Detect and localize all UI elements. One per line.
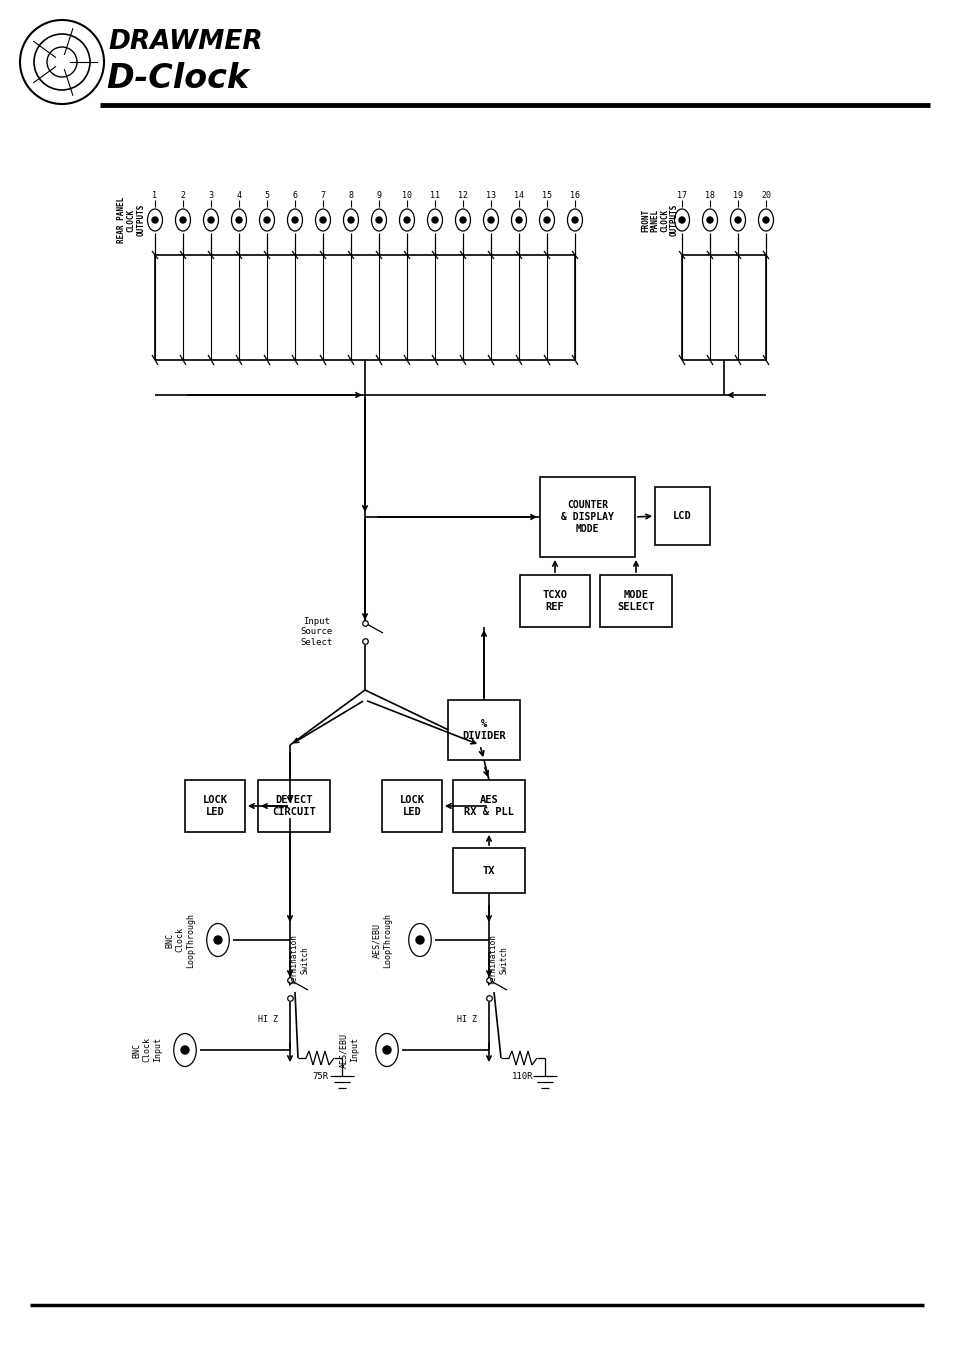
Text: 12: 12 bbox=[457, 190, 468, 200]
Bar bbox=[257, 780, 330, 832]
Text: DETECT
CIRCUIT: DETECT CIRCUIT bbox=[272, 794, 315, 817]
Circle shape bbox=[403, 218, 410, 223]
Text: 18: 18 bbox=[704, 190, 714, 200]
Circle shape bbox=[181, 1046, 189, 1054]
Text: 6: 6 bbox=[293, 190, 297, 200]
Bar bbox=[448, 700, 519, 761]
Text: 8: 8 bbox=[348, 190, 354, 200]
Bar bbox=[453, 848, 524, 893]
Circle shape bbox=[152, 218, 158, 223]
Text: LOCK
LED: LOCK LED bbox=[202, 794, 227, 817]
Text: 2: 2 bbox=[180, 190, 185, 200]
Circle shape bbox=[292, 218, 297, 223]
Text: BNC
Clock
Input: BNC Clock Input bbox=[132, 1038, 162, 1062]
Circle shape bbox=[208, 218, 213, 223]
Text: 15: 15 bbox=[541, 190, 552, 200]
Circle shape bbox=[432, 218, 437, 223]
Circle shape bbox=[572, 218, 578, 223]
Bar bbox=[519, 576, 589, 627]
Circle shape bbox=[459, 218, 465, 223]
Circle shape bbox=[488, 218, 494, 223]
Text: HI Z: HI Z bbox=[257, 1016, 277, 1024]
Text: 13: 13 bbox=[485, 190, 496, 200]
Text: 9: 9 bbox=[376, 190, 381, 200]
Text: 4: 4 bbox=[236, 190, 241, 200]
Text: COUNTER
& DISPLAY
MODE: COUNTER & DISPLAY MODE bbox=[560, 500, 614, 535]
Bar bbox=[185, 780, 245, 832]
Text: 17: 17 bbox=[677, 190, 686, 200]
Text: LOCK
LED: LOCK LED bbox=[399, 794, 424, 817]
Text: LCD: LCD bbox=[673, 511, 691, 521]
Bar bbox=[599, 576, 671, 627]
Circle shape bbox=[375, 218, 381, 223]
Text: 16: 16 bbox=[569, 190, 579, 200]
Text: 110R: 110R bbox=[512, 1071, 533, 1081]
Text: FRONT
PANEL
CLOCK
OUTPUTS: FRONT PANEL CLOCK OUTPUTS bbox=[640, 204, 679, 236]
Text: D-Clock: D-Clock bbox=[106, 62, 249, 95]
Circle shape bbox=[235, 218, 242, 223]
Text: DRAWMER: DRAWMER bbox=[108, 28, 262, 55]
Circle shape bbox=[180, 218, 186, 223]
Circle shape bbox=[264, 218, 270, 223]
Text: 19: 19 bbox=[732, 190, 742, 200]
Text: 75R: 75R bbox=[312, 1071, 328, 1081]
Text: MODE
SELECT: MODE SELECT bbox=[617, 590, 654, 612]
Circle shape bbox=[734, 218, 740, 223]
Circle shape bbox=[319, 218, 326, 223]
Text: AES/EBU
LoopThrough: AES/EBU LoopThrough bbox=[372, 912, 392, 967]
Circle shape bbox=[543, 218, 550, 223]
Text: TCXO
REF: TCXO REF bbox=[542, 590, 567, 612]
Text: 20: 20 bbox=[760, 190, 770, 200]
Text: TX: TX bbox=[482, 866, 495, 875]
Text: BNC
Clock
LoopThrough: BNC Clock LoopThrough bbox=[165, 912, 194, 967]
Text: Input
Source
Select: Input Source Select bbox=[300, 617, 333, 647]
Bar bbox=[381, 780, 441, 832]
Text: HI Z: HI Z bbox=[456, 1016, 476, 1024]
Text: AES
RX & PLL: AES RX & PLL bbox=[463, 794, 514, 817]
Text: 11: 11 bbox=[430, 190, 439, 200]
Text: %
DIVIDER: % DIVIDER bbox=[461, 719, 505, 742]
Circle shape bbox=[348, 218, 354, 223]
Circle shape bbox=[706, 218, 712, 223]
Text: 1: 1 bbox=[152, 190, 157, 200]
Circle shape bbox=[213, 936, 222, 944]
Text: 5: 5 bbox=[264, 190, 269, 200]
Text: Termination
Switch: Termination Switch bbox=[489, 935, 508, 985]
Circle shape bbox=[416, 936, 423, 944]
Text: 14: 14 bbox=[514, 190, 523, 200]
Circle shape bbox=[516, 218, 521, 223]
Circle shape bbox=[762, 218, 768, 223]
Text: Termination
Switch: Termination Switch bbox=[290, 935, 310, 985]
Text: REAR PANEL
CLOCK
OUTPUTS: REAR PANEL CLOCK OUTPUTS bbox=[116, 197, 145, 243]
Bar bbox=[453, 780, 524, 832]
Bar bbox=[539, 477, 635, 557]
Text: 3: 3 bbox=[209, 190, 213, 200]
Text: 7: 7 bbox=[320, 190, 325, 200]
Bar bbox=[655, 486, 709, 544]
Circle shape bbox=[382, 1046, 391, 1054]
Text: AES/EBU
Input: AES/EBU Input bbox=[339, 1032, 358, 1067]
Circle shape bbox=[679, 218, 684, 223]
Text: 10: 10 bbox=[401, 190, 412, 200]
